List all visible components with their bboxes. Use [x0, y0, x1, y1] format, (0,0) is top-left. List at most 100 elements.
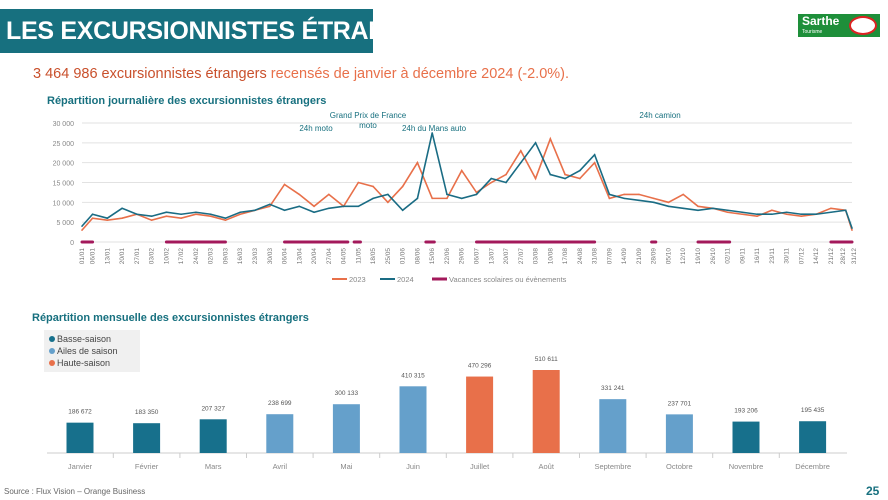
data-point-2024: [106, 217, 109, 219]
x-tick-label: 21/12: [828, 248, 835, 265]
x-tick-label: 30/03: [267, 248, 274, 265]
x-tick-label: 31/08: [592, 248, 599, 265]
x-tick-label: 17/08: [562, 248, 569, 265]
annotation-label: moto: [359, 121, 377, 130]
x-tick-label: 01/01: [79, 248, 86, 265]
x-tick-label: 07/12: [798, 248, 805, 265]
x-tick-label: 24/02: [193, 248, 200, 265]
data-point-2024: [224, 217, 227, 219]
data-point-2024: [800, 213, 803, 216]
bar-janvier: [66, 422, 94, 453]
x-tick-label: 14/12: [813, 248, 820, 265]
data-point-2024: [387, 193, 389, 196]
bar-juin: [399, 386, 427, 453]
data-point-2024: [91, 213, 94, 216]
data-point-2023: [372, 185, 374, 188]
data-point-2024: [726, 209, 729, 212]
data-point-2024: [608, 193, 611, 196]
annotation-label: Grand Prix de France: [330, 111, 407, 120]
data-point-2024: [254, 209, 256, 212]
data-point-2023: [771, 209, 773, 212]
data-point-2024: [268, 203, 271, 206]
x-tick-label: 25/05: [385, 248, 392, 265]
data-point-2023: [401, 185, 404, 188]
data-point-2024: [342, 205, 345, 208]
data-point-2024: [652, 201, 655, 204]
data-point-2023: [490, 181, 493, 184]
data-point-2023: [505, 173, 507, 176]
bar-novembre: [732, 421, 760, 453]
x-tick-label: 12/10: [680, 248, 687, 265]
x-tick-label: 09/03: [222, 248, 229, 265]
data-point-2023: [165, 215, 168, 218]
data-point-2024: [505, 181, 507, 184]
page-number: 25: [866, 484, 880, 498]
x-category-label: Février: [135, 462, 159, 471]
legend-haute: Haute-saison: [49, 357, 140, 369]
summary-rest: recensés de janvier à décembre 2024 (-2.…: [266, 66, 570, 82]
data-point-2024: [121, 207, 123, 210]
data-point-2024: [519, 161, 522, 164]
data-point-2023: [298, 193, 301, 196]
annotation-label: 24h moto: [299, 124, 333, 133]
bar-mai: [332, 404, 360, 453]
data-point-2023: [851, 229, 853, 231]
bar-value-label: 207 327: [201, 405, 225, 412]
annotation-label: 24h du Mans auto: [402, 124, 467, 133]
x-tick-label: 13/04: [296, 248, 303, 265]
data-point-2024: [431, 132, 433, 134]
data-point-2024: [416, 197, 419, 200]
x-tick-label: 15/06: [429, 248, 436, 265]
data-point-2024: [830, 211, 832, 214]
data-point-2024: [785, 211, 788, 214]
data-point-2023: [667, 201, 670, 204]
data-point-2023: [579, 177, 581, 180]
data-point-2024: [844, 209, 847, 212]
x-tick-label: 03/02: [149, 248, 156, 265]
data-point-2023: [830, 207, 832, 210]
bar-value-label: 193 206: [734, 408, 758, 415]
y-tick-label: 15 000: [53, 181, 75, 188]
data-point-2023: [431, 197, 433, 200]
x-tick-label: 10/02: [163, 248, 170, 265]
data-point-2023: [209, 215, 212, 218]
data-point-2024: [239, 211, 242, 214]
x-category-label: Mars: [205, 462, 222, 471]
data-point-2023: [283, 183, 286, 186]
x-tick-label: 29/06: [459, 248, 466, 265]
bar-avril: [266, 414, 294, 453]
bar-décembre: [799, 421, 827, 453]
x-tick-label: 08/06: [414, 248, 421, 265]
bar-février: [133, 423, 161, 453]
bar-août: [532, 370, 560, 453]
data-point-2023: [549, 138, 552, 140]
data-point-2023: [638, 193, 640, 196]
summary-highlight: 3 464 986 excursionnistes étrangers: [33, 66, 267, 82]
source-note: Source : Flux Vision – Orange Business: [4, 487, 146, 496]
data-point-2024: [150, 215, 153, 218]
data-point-2023: [593, 161, 596, 164]
data-point-2024: [851, 227, 853, 229]
legend-ailes: Ailes de saison: [49, 345, 140, 357]
data-point-2024: [711, 207, 714, 210]
x-tick-label: 27/04: [326, 248, 333, 265]
x-tick-label: 17/02: [178, 248, 185, 265]
data-point-2024: [446, 193, 448, 196]
legend-label: Ailes de saison: [57, 346, 118, 356]
logo-swirl-icon: [849, 16, 877, 35]
data-point-2023: [519, 149, 522, 152]
data-point-2023: [608, 197, 611, 200]
data-point-2023: [416, 161, 419, 164]
x-category-label: Janvier: [68, 462, 93, 471]
x-tick-label: 27/07: [518, 248, 525, 265]
x-tick-label: 20/01: [119, 248, 126, 265]
data-point-2023: [387, 201, 389, 204]
data-point-2024: [195, 211, 197, 214]
bar-value-label: 186 672: [68, 409, 92, 416]
data-point-2024: [623, 197, 625, 200]
bar-mars: [199, 419, 227, 453]
data-point-2024: [136, 213, 138, 216]
data-point-2023: [564, 173, 566, 176]
x-tick-label: 22/06: [444, 248, 451, 265]
data-point-2024: [283, 209, 286, 212]
